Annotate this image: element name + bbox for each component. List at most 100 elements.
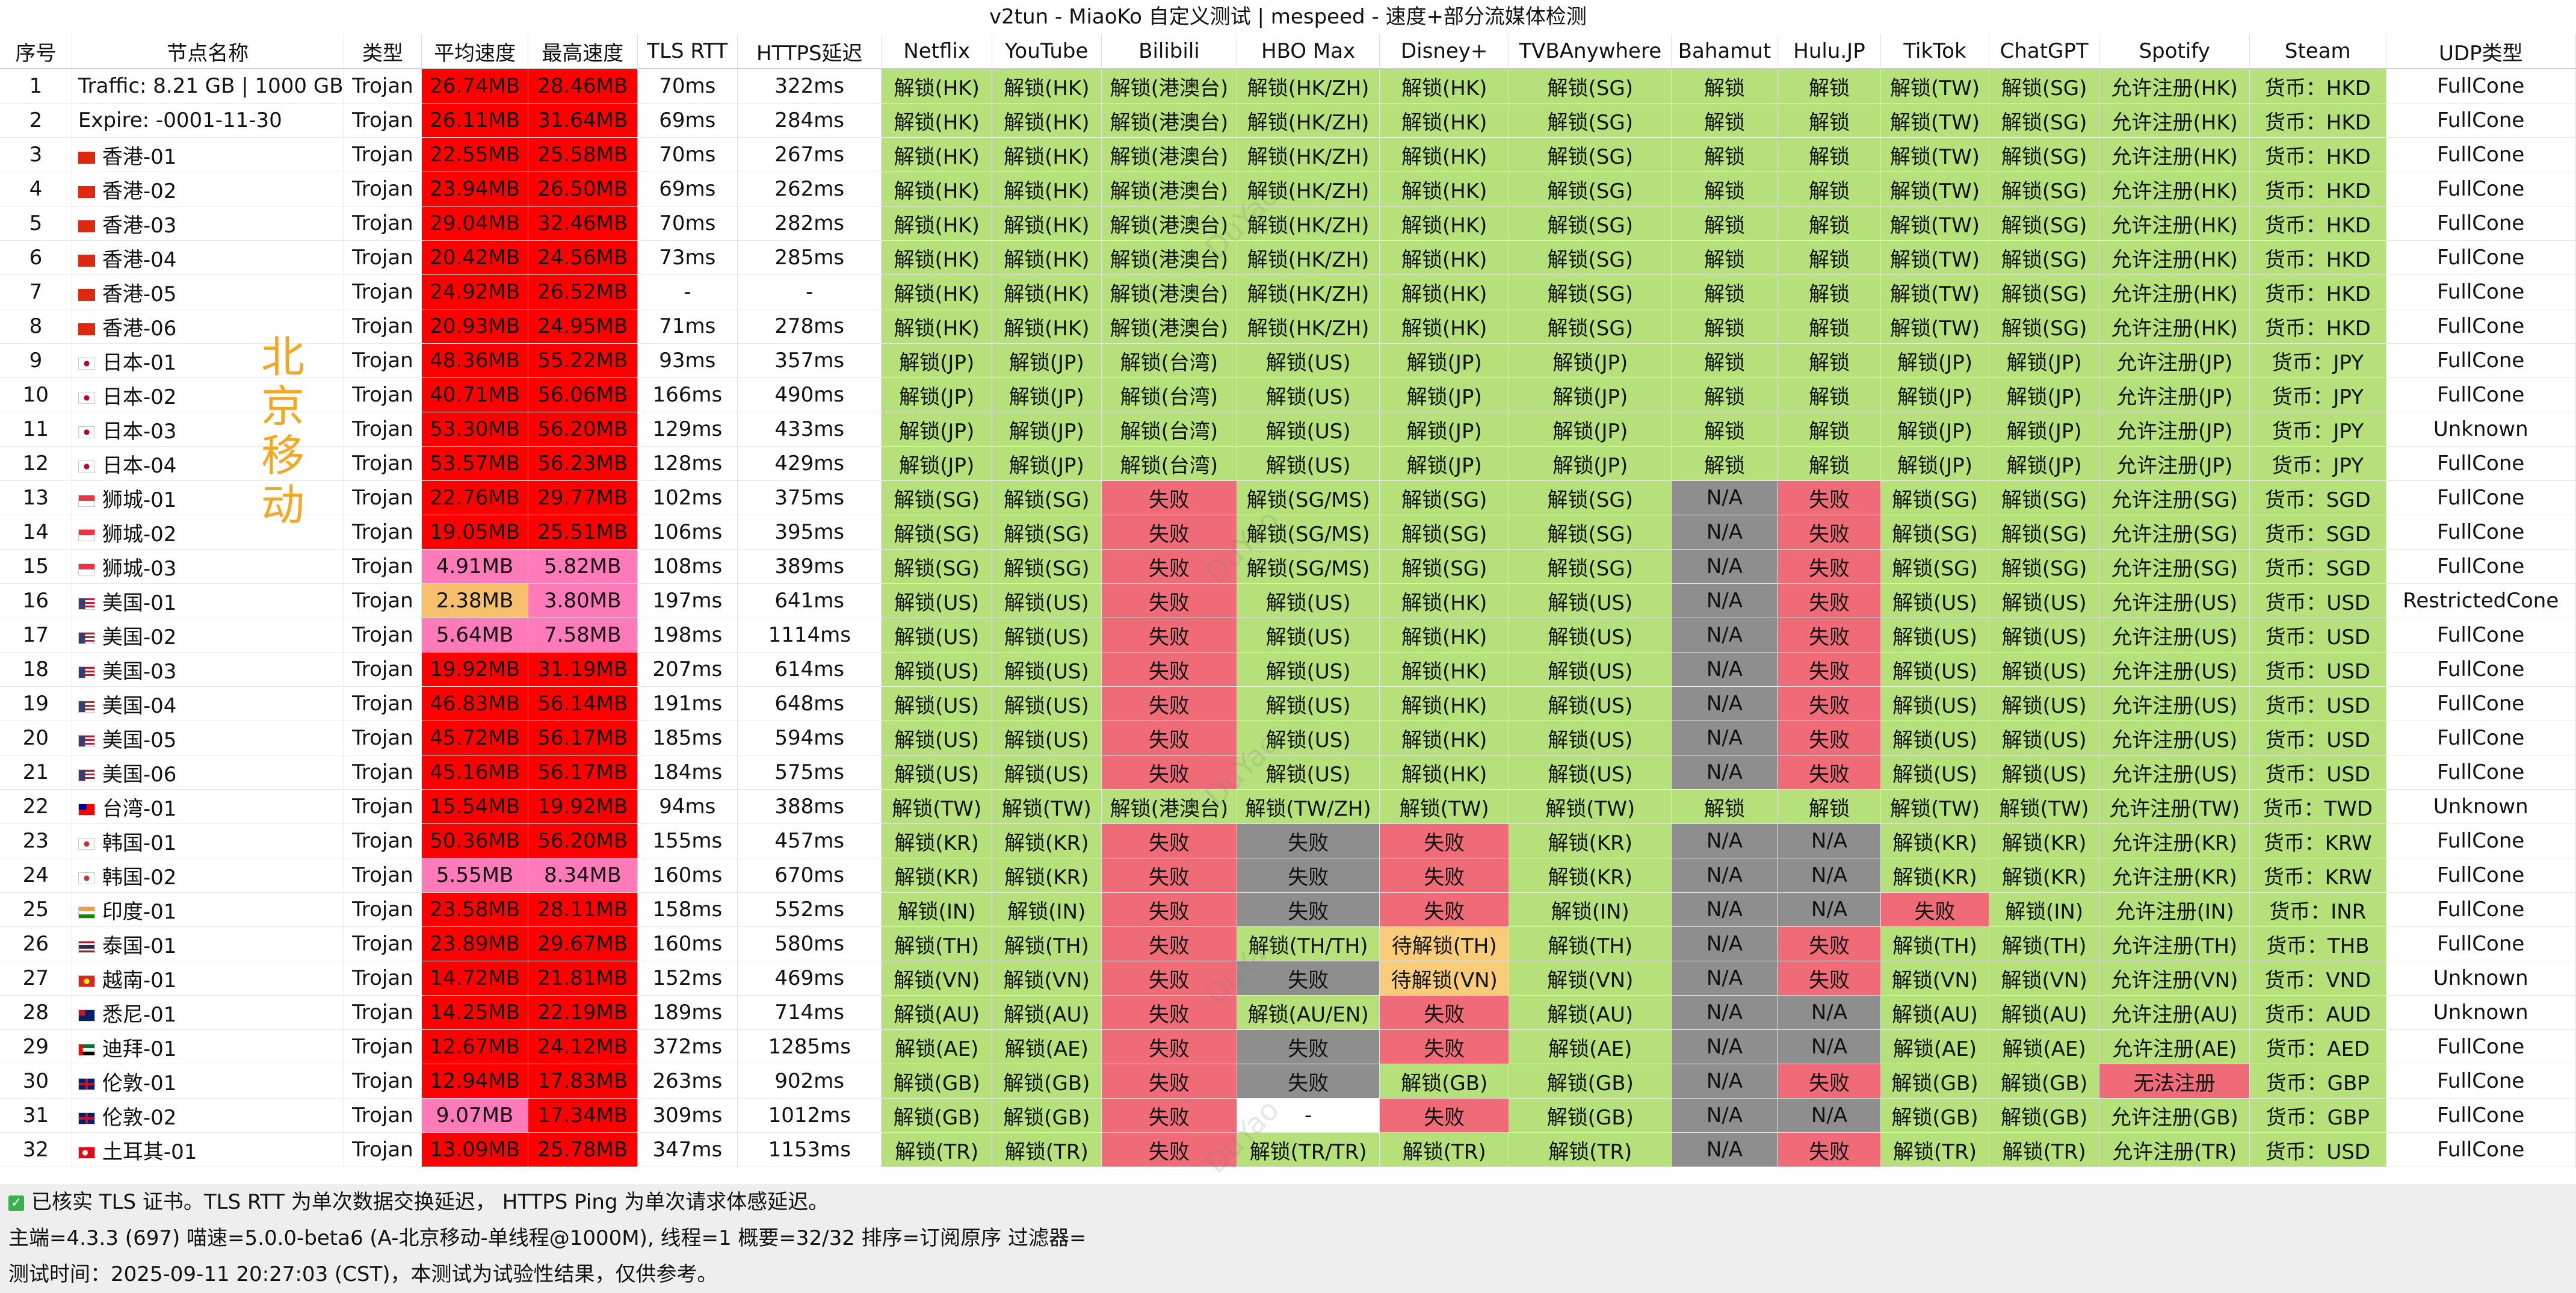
flag-kr-icon: [78, 872, 95, 884]
row-index: 11: [0, 412, 72, 447]
disney-plus-result: 解锁(SG): [1379, 515, 1510, 550]
max-speed: 28.46MB: [528, 69, 638, 104]
udp-type: FullCone: [2386, 858, 2576, 893]
tiktok-result: 解锁(SG): [1880, 549, 1989, 584]
youtube-result: 解锁(JP): [992, 446, 1102, 481]
tiktok-result: 解锁(US): [1880, 721, 1989, 755]
flag-jp-icon: [78, 460, 95, 473]
bilibili-result: 失败: [1101, 1064, 1238, 1099]
node-name-cell: 泰国-01: [72, 926, 344, 961]
column-header: HBO Max: [1237, 34, 1380, 69]
hulu-jp-result: N/A: [1778, 858, 1882, 893]
udp-type: FullCone: [2386, 823, 2576, 858]
youtube-result: 解锁(AE): [992, 1029, 1102, 1064]
table-row: 4 香港-02 Trojan 23.94MB 26.50MB 69ms 262ms 解锁(HK…: [0, 172, 2576, 206]
netflix-result: 解锁(AU): [881, 995, 992, 1030]
tiktok-result: 解锁(TW): [1880, 137, 1989, 172]
steam-result: 货币：USD: [2249, 583, 2386, 618]
youtube-result: 解锁(HK): [992, 137, 1102, 172]
spotify-result: 允许注册(US): [2099, 686, 2250, 721]
overlay-text: 北京移动: [261, 332, 304, 530]
node-type: Trojan: [344, 206, 422, 241]
node-type: Trojan: [344, 583, 422, 618]
chatgpt-result: 解锁(SG): [1989, 515, 2100, 550]
spotify-result: 允许注册(JP): [2099, 412, 2250, 447]
flag-hk-icon: [78, 220, 95, 232]
tvbanywhere-result: 解锁(JP): [1509, 412, 1672, 447]
table-row: 23 韩国-01 Trojan 50.36MB 56.20MB 155ms 457ms 解锁(…: [0, 823, 2576, 858]
udp-type: FullCone: [2386, 103, 2576, 138]
disney-plus-result: 解锁(SG): [1379, 549, 1510, 584]
node-name-cell: 美国-06: [72, 755, 344, 790]
bilibili-result: 失败: [1101, 652, 1238, 687]
tls-rtt: 184ms: [637, 755, 738, 790]
table-row: 17 美国-02 Trojan 5.64MB 7.58MB 198ms 1114ms 解锁(U…: [0, 618, 2576, 653]
flag-tr-icon: [78, 1147, 95, 1159]
spotify-result: 允许注册(HK): [2099, 103, 2250, 138]
tls-rtt: 102ms: [637, 480, 738, 515]
youtube-result: 解锁(HK): [992, 206, 1102, 241]
avg-speed: 23.58MB: [421, 892, 528, 927]
node-type: Trojan: [344, 961, 422, 996]
youtube-result: 解锁(TW): [992, 789, 1102, 824]
hbo-max-result: 解锁(US): [1237, 618, 1380, 653]
disney-plus-result: 解锁(JP): [1379, 446, 1510, 481]
https-latency: 1012ms: [737, 1098, 882, 1133]
node-type: Trojan: [344, 1098, 422, 1133]
avg-speed: 45.72MB: [421, 721, 528, 755]
hulu-jp-result: 解锁: [1778, 789, 1882, 824]
hbo-max-result: 解锁(US): [1237, 652, 1380, 687]
table-header-row: 序号 节点名称 类型 平均速度 最高速度 TLS RTT HTTPS延迟 Netflix You…: [0, 34, 2576, 69]
table-row: 27 越南-01 Trojan 14.72MB 21.81MB 152ms 469ms 解锁(…: [0, 961, 2576, 996]
netflix-result: 解锁(HK): [881, 240, 992, 275]
udp-type: Unknown: [2386, 789, 2576, 824]
hbo-max-result: -: [1237, 1098, 1380, 1133]
spotify-result: 允许注册(IN): [2099, 892, 2250, 927]
https-latency: 575ms: [737, 755, 882, 790]
bahamut-result: 解锁: [1671, 309, 1778, 344]
bahamut-result: N/A: [1671, 1064, 1778, 1099]
row-index: 5: [0, 206, 72, 241]
bahamut-result: 解锁: [1671, 789, 1778, 824]
udp-type: Unknown: [2386, 961, 2576, 996]
steam-result: 货币：SGD: [2249, 515, 2386, 550]
https-latency: 648ms: [737, 686, 882, 721]
max-speed: 17.83MB: [528, 1064, 638, 1099]
bahamut-result: N/A: [1671, 721, 1778, 755]
chatgpt-result: 解锁(AU): [1989, 995, 2100, 1030]
max-speed: 56.06MB: [528, 377, 638, 412]
bahamut-result: N/A: [1671, 1132, 1778, 1167]
hbo-max-result: 解锁(AU/EN): [1237, 995, 1380, 1030]
tvbanywhere-result: 解锁(TW): [1509, 789, 1672, 824]
node-name-cell: 台湾-01: [72, 789, 344, 824]
flag-hk-icon: [78, 186, 95, 198]
steam-result: 货币：KRW: [2249, 858, 2386, 893]
column-header: HTTPS延迟: [737, 34, 882, 69]
udp-type: FullCone: [2386, 1098, 2576, 1133]
netflix-result: 解锁(TH): [881, 926, 992, 961]
row-index: 12: [0, 446, 72, 481]
avg-speed: 12.94MB: [421, 1064, 528, 1099]
steam-result: 货币：JPY: [2249, 412, 2386, 447]
node-type: Trojan: [344, 240, 422, 275]
bilibili-result: 解锁(台湾): [1101, 412, 1238, 447]
tls-rtt: 166ms: [637, 377, 738, 412]
node-name-cell: 伦敦-02: [72, 1098, 344, 1133]
node-type: Trojan: [344, 69, 422, 104]
bilibili-result: 失败: [1101, 480, 1238, 515]
tvbanywhere-result: 解锁(SG): [1509, 103, 1672, 138]
avg-speed: 2.38MB: [421, 583, 528, 618]
column-header: Steam: [2249, 34, 2386, 69]
row-index: 27: [0, 961, 72, 996]
results-table: 序号 节点名称 类型 平均速度 最高速度 TLS RTT HTTPS延迟 Netflix You…: [0, 34, 2576, 1167]
hulu-jp-result: 失败: [1778, 686, 1882, 721]
tiktok-result: 解锁(GB): [1880, 1098, 1989, 1133]
table-row: 16 美国-01 Trojan 2.38MB 3.80MB 197ms 641ms 解锁(US…: [0, 583, 2576, 618]
tvbanywhere-result: 解锁(US): [1509, 721, 1672, 755]
avg-speed: 22.76MB: [421, 480, 528, 515]
bahamut-result: 解锁: [1671, 206, 1778, 241]
netflix-result: 解锁(GB): [881, 1064, 992, 1099]
chatgpt-result: 解锁(VN): [1989, 961, 2100, 996]
row-index: 3: [0, 137, 72, 172]
youtube-result: 解锁(GB): [992, 1098, 1102, 1133]
